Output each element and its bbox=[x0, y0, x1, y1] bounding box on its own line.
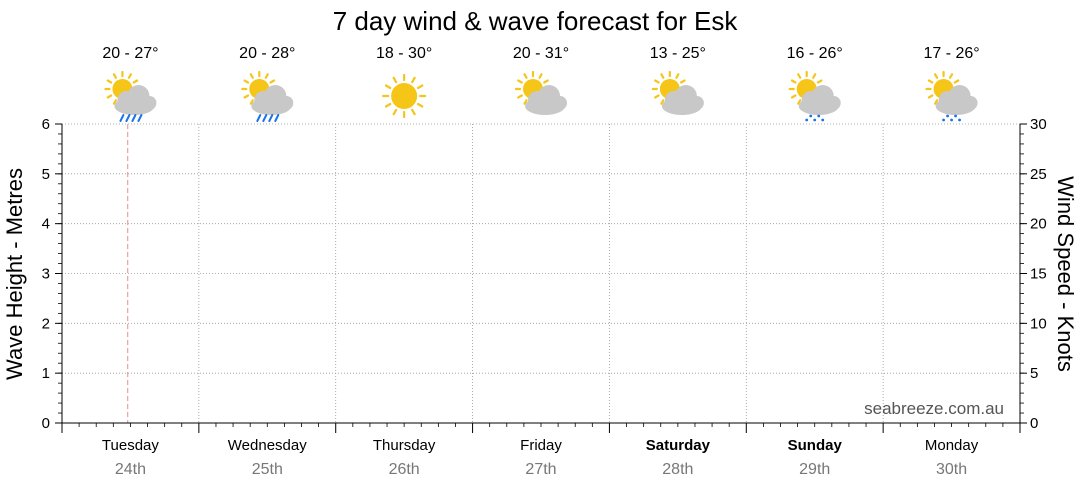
watermark: seabreeze.com.au bbox=[864, 399, 1004, 418]
left-tick-label: 1 bbox=[42, 365, 50, 382]
x-axis-labels: Tuesday 24th Wednesday 25th Thursday 26th Frid… bbox=[102, 437, 979, 478]
date-label: 28th bbox=[662, 461, 693, 478]
day-label: Monday bbox=[925, 437, 979, 454]
left-axis-ticks: 0 1 2 3 4 5 6 bbox=[42, 116, 62, 432]
day-label: Wednesday bbox=[228, 437, 307, 454]
forecast-header: 20 - 27° 20 - 28° 18 - 30° 20 - 31° 13 - 25°… bbox=[102, 45, 980, 122]
left-axis-label: Wave Height - Metres bbox=[2, 168, 27, 380]
date-label: 24th bbox=[115, 461, 146, 478]
temperature-range: 20 - 31° bbox=[513, 45, 569, 62]
left-tick-label: 2 bbox=[42, 315, 50, 332]
right-tick-label: 15 bbox=[1030, 266, 1047, 283]
chart-title: 7 day wind & wave forecast for Esk bbox=[333, 6, 739, 36]
date-label: 26th bbox=[389, 461, 420, 478]
left-tick-label: 0 bbox=[42, 415, 50, 432]
partly-cloudy-icon bbox=[514, 70, 567, 115]
date-label: 29th bbox=[799, 461, 830, 478]
partly-cloudy-drizzle-icon bbox=[788, 70, 841, 122]
left-tick-label: 4 bbox=[42, 216, 50, 233]
right-tick-label: 30 bbox=[1030, 116, 1047, 133]
partly-cloudy-showers-icon bbox=[104, 70, 157, 122]
date-label: 25th bbox=[252, 461, 283, 478]
day-label: Thursday bbox=[373, 437, 436, 454]
partly-cloudy-icon bbox=[651, 70, 704, 115]
partly-cloudy-showers-icon bbox=[241, 70, 294, 122]
sunny-icon bbox=[382, 73, 427, 119]
temperature-range: 16 - 26° bbox=[787, 45, 843, 62]
day-label: Sunday bbox=[788, 437, 843, 454]
right-axis-ticks: 0 5 10 15 20 25 30 bbox=[1020, 116, 1047, 432]
temperature-range: 20 - 28° bbox=[239, 45, 295, 62]
right-tick-label: 25 bbox=[1030, 166, 1047, 183]
temperature-range: 20 - 27° bbox=[102, 45, 158, 62]
day-label: Saturday bbox=[646, 437, 711, 454]
right-axis-label: Wind Speed - Knots bbox=[1053, 176, 1078, 372]
temperature-range: 13 - 25° bbox=[650, 45, 706, 62]
temperature-range: 18 - 30° bbox=[376, 45, 432, 62]
date-label: 27th bbox=[525, 461, 556, 478]
partly-cloudy-drizzle-icon bbox=[925, 70, 978, 122]
axes bbox=[61, 124, 1021, 433]
day-label: Friday bbox=[520, 437, 562, 454]
temperature-range: 17 - 26° bbox=[923, 45, 979, 62]
right-tick-label: 10 bbox=[1030, 315, 1047, 332]
right-tick-label: 0 bbox=[1030, 415, 1038, 432]
right-tick-label: 20 bbox=[1030, 216, 1047, 233]
date-label: 30th bbox=[936, 461, 967, 478]
left-tick-label: 5 bbox=[42, 166, 50, 183]
gridlines bbox=[62, 123, 1020, 423]
right-tick-label: 5 bbox=[1030, 365, 1038, 382]
day-label: Tuesday bbox=[102, 437, 159, 454]
left-tick-label: 3 bbox=[42, 266, 50, 283]
left-tick-label: 6 bbox=[42, 116, 50, 133]
